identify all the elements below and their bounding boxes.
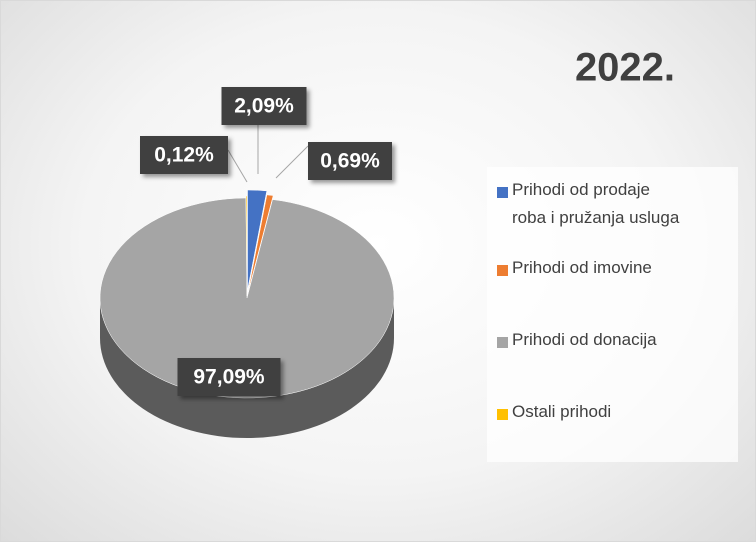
data-label-box xyxy=(140,136,228,174)
data-label-box xyxy=(221,87,307,125)
legend-label: Prihodi od prodaje roba i pružanja uslug… xyxy=(512,180,680,227)
pie-side xyxy=(100,298,394,438)
pie-slice xyxy=(247,194,274,295)
data-label: 97,09% xyxy=(193,366,265,389)
pie-slice xyxy=(245,195,248,297)
data-label: 2,09% xyxy=(234,95,294,118)
pie-slice xyxy=(99,197,395,399)
leader-line xyxy=(275,145,309,179)
data-label-box xyxy=(308,142,392,180)
legend-swatch xyxy=(497,409,508,420)
legend: Prihodi od prodaje roba i pružanja uslug… xyxy=(487,167,738,462)
legend-item: Ostali prihodi xyxy=(497,402,684,426)
legend-item: Prihodi od prodaje roba i pružanja uslug… xyxy=(497,180,684,232)
legend-label: Prihodi od donacija xyxy=(512,330,657,349)
legend-swatch xyxy=(497,265,508,276)
data-label: 0,12% xyxy=(154,144,214,167)
legend-label: Prihodi od imovine xyxy=(512,258,652,277)
legend-item: Prihodi od donacija xyxy=(497,330,684,354)
data-label: 0,69% xyxy=(320,150,380,173)
chart-title: 2022. xyxy=(575,46,675,90)
legend-item: Prihodi od imovine xyxy=(497,258,684,282)
legend-swatch xyxy=(497,187,508,198)
legend-swatch xyxy=(497,337,508,348)
leader-line xyxy=(227,149,248,183)
pie-slice xyxy=(247,189,268,291)
data-label-box xyxy=(177,358,281,396)
legend-label: Ostali prihodi xyxy=(512,402,612,421)
